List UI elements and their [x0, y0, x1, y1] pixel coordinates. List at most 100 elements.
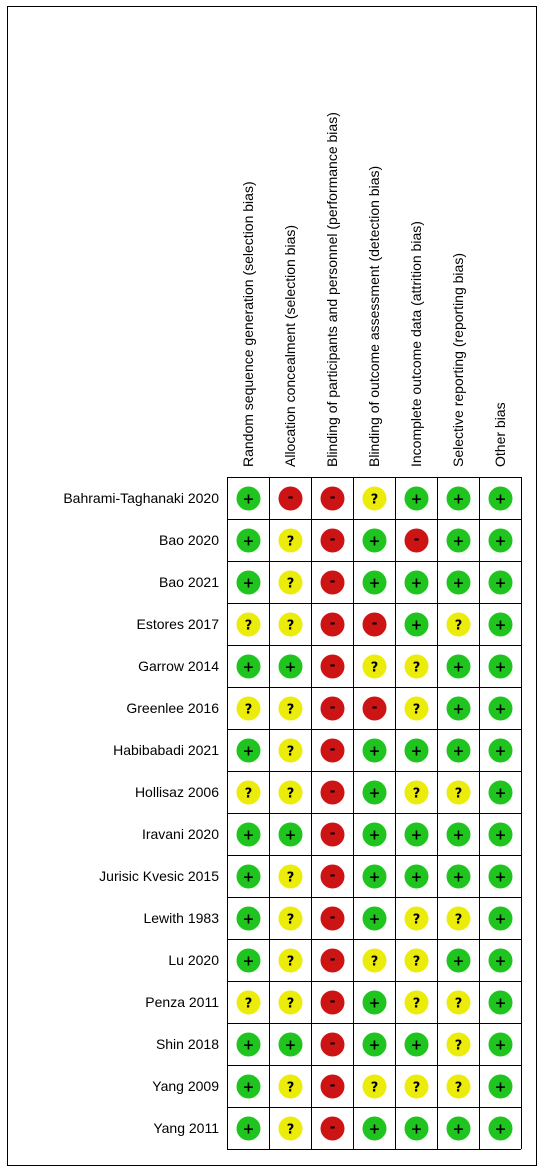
- rating-symbol: -: [330, 910, 336, 926]
- rating-circle: [236, 780, 261, 805]
- rating-unclear-mark: ?: [236, 696, 261, 721]
- rating-circle: [320, 864, 345, 889]
- rating-circle: [488, 948, 513, 973]
- rating-symbol: -: [330, 868, 336, 884]
- rating-symbol: +: [495, 744, 507, 760]
- rating-symbol: -: [330, 742, 336, 758]
- rating-low-mark: +: [488, 738, 513, 763]
- rating-symbol: +: [243, 576, 255, 592]
- rating-symbol: ?: [413, 787, 421, 802]
- rating-high-mark: -: [362, 612, 387, 637]
- study-label: Lewith 1983: [143, 910, 219, 926]
- rating-symbol: -: [330, 700, 336, 716]
- rating-circle: [320, 906, 345, 931]
- rating-symbol: +: [285, 1038, 297, 1054]
- rating-unclear-mark: ?: [446, 612, 471, 637]
- rating-circle: [446, 906, 471, 931]
- rating-low-mark: +: [446, 486, 471, 511]
- rating-circle: [404, 948, 429, 973]
- rating-circle: [404, 990, 429, 1015]
- rating-low-mark: +: [236, 738, 261, 763]
- rating-circle: [446, 780, 471, 805]
- rating-symbol: -: [330, 1036, 336, 1052]
- study-label: Garrow 2014: [138, 658, 219, 674]
- rating-circle: [488, 864, 513, 889]
- rating-high-mark: -: [320, 990, 345, 1015]
- rating-symbol: ?: [287, 577, 295, 592]
- rating-low-mark: +: [488, 528, 513, 553]
- rating-unclear-mark: ?: [404, 696, 429, 721]
- rating-high-mark: -: [320, 654, 345, 679]
- rating-circle: [278, 738, 303, 763]
- rating-high-mark: -: [320, 1074, 345, 1099]
- rating-circle: [404, 822, 429, 847]
- rating-circle: [362, 738, 387, 763]
- rating-symbol: +: [285, 660, 297, 676]
- rating-low-mark: +: [446, 696, 471, 721]
- rating-circle: [446, 1116, 471, 1141]
- rating-symbol: -: [330, 532, 336, 548]
- rating-low-mark: +: [278, 654, 303, 679]
- rating-circle: [488, 822, 513, 847]
- rating-symbol: +: [243, 744, 255, 760]
- rating-circle: [236, 1032, 261, 1057]
- rating-circle: [278, 990, 303, 1015]
- study-label: Estores 2017: [137, 616, 220, 632]
- rating-symbol: +: [495, 870, 507, 886]
- domain-label: Random sequence generation (selection bi…: [240, 181, 256, 467]
- rating-low-mark: +: [488, 1116, 513, 1141]
- rating-symbol: -: [288, 490, 294, 506]
- rating-symbol: +: [243, 954, 255, 970]
- rating-symbol: +: [453, 660, 465, 676]
- study-label: Iravani 2020: [142, 826, 219, 842]
- rating-circle: [236, 738, 261, 763]
- rating-circle: [362, 570, 387, 595]
- rating-circle: [404, 864, 429, 889]
- rating-circle: [320, 822, 345, 847]
- rating-circle: [278, 570, 303, 595]
- rating-symbol: -: [330, 490, 336, 506]
- rating-low-mark: +: [488, 780, 513, 805]
- rating-symbol: +: [453, 492, 465, 508]
- rating-symbol: +: [495, 618, 507, 634]
- rating-low-mark: +: [446, 1116, 471, 1141]
- rating-circle: [404, 486, 429, 511]
- domain-label: Incomplete outcome data (attrition bias): [408, 221, 424, 467]
- rating-high-mark: -: [362, 696, 387, 721]
- study-label: Yang 2009: [152, 1078, 219, 1094]
- rating-unclear-mark: ?: [446, 1032, 471, 1057]
- rating-unclear-mark: ?: [446, 780, 471, 805]
- rating-low-mark: +: [236, 1074, 261, 1099]
- rating-circle: [236, 1116, 261, 1141]
- rating-symbol: -: [330, 826, 336, 842]
- rating-symbol: +: [453, 744, 465, 760]
- rating-circle: [488, 1116, 513, 1141]
- rating-symbol: ?: [455, 1081, 463, 1096]
- rating-unclear-mark: ?: [278, 570, 303, 595]
- rating-circle: [446, 570, 471, 595]
- rating-low-mark: +: [488, 1032, 513, 1057]
- domain-label: Other bias: [492, 402, 508, 467]
- rating-symbol: +: [495, 1122, 507, 1138]
- rating-circle: [236, 990, 261, 1015]
- rating-circle: [320, 780, 345, 805]
- rating-circle: [320, 738, 345, 763]
- rating-unclear-mark: ?: [362, 1074, 387, 1099]
- rating-circle: [278, 906, 303, 931]
- study-label: Hollisaz 2006: [135, 784, 219, 800]
- rating-low-mark: +: [404, 864, 429, 889]
- rating-circle: [320, 1116, 345, 1141]
- rating-circle: [404, 1074, 429, 1099]
- rating-circle: [278, 486, 303, 511]
- rating-symbol: +: [243, 1122, 255, 1138]
- rating-circle: [362, 780, 387, 805]
- rating-symbol: +: [411, 576, 423, 592]
- rating-symbol: ?: [413, 997, 421, 1012]
- rating-circle: [320, 528, 345, 553]
- rating-symbol: -: [330, 784, 336, 800]
- study-label: Greenlee 2016: [126, 700, 219, 716]
- rating-symbol: +: [411, 492, 423, 508]
- rating-symbol: +: [453, 1122, 465, 1138]
- rating-high-mark: -: [320, 486, 345, 511]
